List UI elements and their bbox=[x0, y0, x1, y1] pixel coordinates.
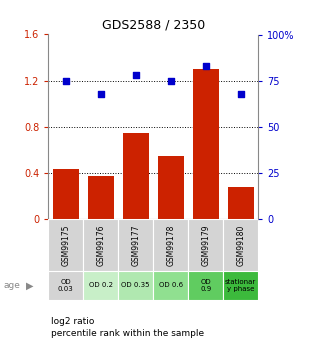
Point bbox=[98, 91, 103, 96]
Point bbox=[168, 78, 173, 83]
Text: age: age bbox=[3, 281, 20, 290]
Bar bbox=[118, 271, 153, 300]
Bar bbox=[228, 187, 254, 219]
Bar bbox=[153, 271, 188, 300]
Bar bbox=[153, 219, 188, 271]
Bar bbox=[123, 132, 149, 219]
Text: GSM99180: GSM99180 bbox=[236, 224, 245, 266]
Bar bbox=[223, 271, 258, 300]
Bar bbox=[188, 219, 223, 271]
Text: OD 0.35: OD 0.35 bbox=[121, 283, 150, 288]
Text: GSM99175: GSM99175 bbox=[61, 224, 70, 266]
Text: GSM99177: GSM99177 bbox=[131, 224, 140, 266]
Bar bbox=[193, 69, 219, 219]
Bar bbox=[83, 271, 118, 300]
Text: GSM99179: GSM99179 bbox=[201, 224, 210, 266]
Text: OD
0.9: OD 0.9 bbox=[200, 279, 211, 292]
Text: GSM99176: GSM99176 bbox=[96, 224, 105, 266]
Text: OD 0.6: OD 0.6 bbox=[159, 283, 183, 288]
Text: ▶: ▶ bbox=[26, 281, 34, 290]
Bar bbox=[158, 156, 184, 219]
Bar bbox=[118, 219, 153, 271]
Text: stationar
y phase: stationar y phase bbox=[225, 279, 256, 292]
Point bbox=[133, 72, 138, 78]
Bar bbox=[48, 271, 83, 300]
Point bbox=[203, 63, 208, 69]
Bar bbox=[53, 169, 79, 219]
Text: GSM99178: GSM99178 bbox=[166, 224, 175, 266]
Bar bbox=[188, 271, 223, 300]
Text: OD
0.03: OD 0.03 bbox=[58, 279, 74, 292]
Bar bbox=[83, 219, 118, 271]
Bar bbox=[88, 176, 114, 219]
Bar bbox=[223, 219, 258, 271]
Title: GDS2588 / 2350: GDS2588 / 2350 bbox=[102, 19, 205, 32]
Bar bbox=[48, 219, 83, 271]
Text: log2 ratio: log2 ratio bbox=[51, 317, 95, 326]
Point bbox=[238, 91, 243, 96]
Text: percentile rank within the sample: percentile rank within the sample bbox=[51, 329, 204, 338]
Text: OD 0.2: OD 0.2 bbox=[89, 283, 113, 288]
Point bbox=[63, 78, 68, 83]
